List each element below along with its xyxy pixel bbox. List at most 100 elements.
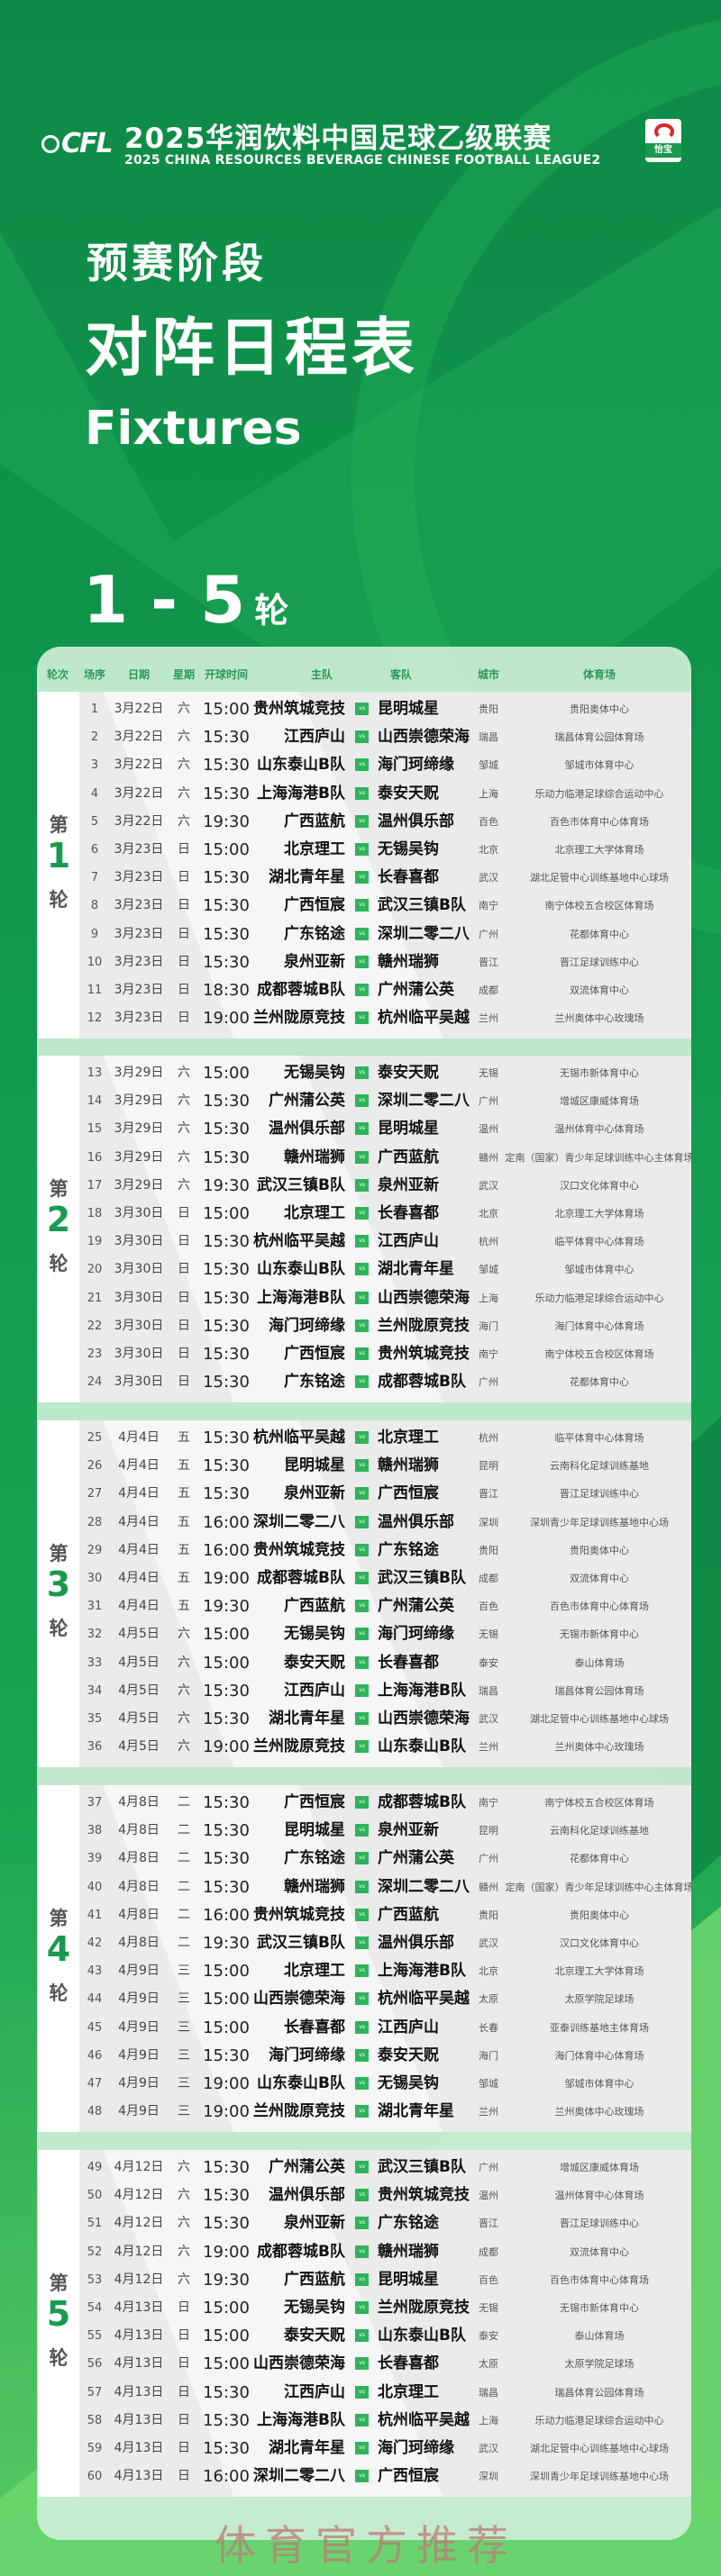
- home-team: 江西庐山: [284, 2382, 345, 2401]
- city: 成都: [479, 984, 498, 996]
- match-number: 19: [87, 1235, 103, 1249]
- home-team: 贵州筑城竞技: [253, 1540, 345, 1559]
- table-row: 2 3月22日六 15:30 江西庐山 vs 山西崇德荣海 瑞昌 瑞昌体育公园体育场: [38, 723, 691, 751]
- city: 邹城: [479, 2078, 498, 2090]
- round-label-prefix: 第: [49, 1178, 68, 1200]
- match-number: 26: [87, 1459, 103, 1474]
- venue: 乐动力临港足球综合运动中心: [534, 2414, 664, 2426]
- match-number: 51: [87, 2217, 103, 2231]
- match-weekday: 三: [178, 1964, 190, 1979]
- venue: 深圳青少年足球训练基地中心场: [530, 2471, 669, 2483]
- kickoff-time: 15:00: [203, 1990, 250, 2009]
- kickoff-time: 15:00: [203, 2299, 250, 2317]
- match-date: 4月4日: [118, 1542, 160, 1557]
- vs-icon: vs: [355, 1515, 369, 1528]
- match-weekday: 日: [178, 1347, 190, 1361]
- vs-icon: vs: [355, 1122, 369, 1136]
- match-weekday: 二: [178, 1795, 190, 1810]
- match-weekday: 六: [178, 2160, 190, 2174]
- home-team: 广西蓝航: [284, 1597, 345, 1616]
- venue: 兰州奥体中心玫瑰场: [554, 2106, 644, 2118]
- match-number: 2: [90, 730, 99, 745]
- venue: 北京理工大学体育场: [554, 844, 644, 856]
- match-number: 30: [87, 1572, 103, 1585]
- match-weekday: 三: [178, 2047, 190, 2063]
- away-team: 长春喜都: [378, 1204, 439, 1222]
- kickoff-time: 15:30: [203, 728, 250, 748]
- match-weekday: 六: [178, 1683, 190, 1698]
- home-team: 无锡吴钩: [284, 1625, 345, 1644]
- city: 武汉: [479, 1713, 498, 1725]
- venue: 海门体育中心体育场: [554, 1320, 644, 1332]
- match-date: 4月5日: [118, 1627, 160, 1642]
- table-row: 18 3月30日日 15:00 北京理工 vs 长春喜都 北京 北京理工大学体育场: [38, 1200, 691, 1228]
- match-number: 7: [90, 871, 99, 885]
- match-number: 3: [90, 758, 99, 773]
- away-team: 深圳二零二八: [378, 1092, 470, 1111]
- match-weekday: 六: [178, 702, 190, 716]
- match-weekday: 日: [178, 2356, 190, 2372]
- match-number: 50: [87, 2189, 103, 2203]
- league-header: CFL 2025华润饮料中国足球乙级联赛 2025 CHINA RESOURCE…: [0, 108, 721, 180]
- table-row: 31 4月4日 五 19:30 广西蓝航 vs 广州蒲公英 百色 百色市体育中心体育场: [38, 1592, 691, 1620]
- away-team: 泉州亚新: [378, 1821, 439, 1840]
- city: 太原: [479, 1993, 498, 2006]
- home-team: 温州俱乐部: [269, 1120, 345, 1138]
- table-row: 47 4月9日 三 19:00 山东泰山B队 vs 无锡吴钩 邹城 邹城市体育中心: [38, 2070, 691, 2098]
- vs-icon: vs: [355, 1459, 369, 1473]
- kickoff-time: 15:30: [203, 952, 250, 972]
- venue: 南宁体校五合校区体育场: [544, 1348, 654, 1360]
- round-label-suffix: 轮: [49, 1253, 68, 1274]
- away-team: 赣州瑞狮: [378, 1456, 439, 1475]
- match-weekday: 六: [178, 1739, 190, 1755]
- round-label-suffix: 轮: [49, 1618, 68, 1639]
- away-team: 武汉三镇B队: [378, 2158, 466, 2176]
- vs-icon: vs: [355, 2301, 369, 2314]
- vs-icon: vs: [355, 899, 369, 912]
- table-row: 28 4月4日 五 16:00 深圳二零二八 vs 温州俱乐部 深圳 深圳青少年足球训练基地中心…: [38, 1509, 691, 1537]
- watermark: 体育官方推荐: [214, 2521, 517, 2570]
- home-team: 泉州亚新: [284, 1484, 345, 1503]
- match-number: 24: [87, 1375, 103, 1390]
- city: 晋江: [479, 1488, 498, 1501]
- venue: 邹城市体育中心: [564, 2078, 634, 2090]
- table-row: 14 3月29日六 15:30 广州蒲公英 vs 深圳二零二八 广州 增城区康威体育场: [38, 1087, 691, 1115]
- table-row: 46 4月9日 三 15:30 海门珂缔缘 vs 泰安天贶 海门 海门体育中心体育场: [38, 2042, 691, 2070]
- away-team: 杭州临平吴越: [378, 1990, 470, 2009]
- city: 海门: [479, 1320, 498, 1332]
- city: 贵阳: [479, 1909, 498, 1921]
- column-header-city: 城市: [477, 668, 500, 681]
- round-block: 第 2 轮 13 3月29日六 15:00 无锡吴钩 vs 泰安天贶 无锡 无锡市新体育中心 14 3月…: [38, 1056, 691, 1402]
- match-weekday: 五: [178, 1571, 190, 1585]
- away-team: 海门珂缔缘: [378, 2439, 454, 2457]
- table-row: 16 3月29日六 15:30 赣州瑞狮 vs 广西蓝航 赣州 定南（国家）青少年足球训练中心…: [38, 1144, 691, 1172]
- city: 武汉: [479, 2443, 498, 2454]
- home-team: 山西崇德荣海: [253, 1990, 345, 2009]
- vs-icon: vs: [355, 1655, 369, 1669]
- match-weekday: 六: [178, 1121, 190, 1137]
- kickoff-time: 15:30: [203, 1484, 250, 1504]
- match-number: 41: [87, 1908, 103, 1922]
- kickoff-time: 15:30: [203, 2158, 250, 2177]
- table-row: 25 4月4日 五 15:30 杭州临平吴越 vs 北京理工 杭州 临平体育中心体育场: [38, 1424, 691, 1452]
- match-weekday: 日: [178, 1234, 190, 1249]
- venue: 南宁体校五合校区体育场: [544, 1797, 654, 1809]
- home-team: 兰州陇原竞技: [253, 2102, 345, 2121]
- vs-icon: vs: [355, 1431, 369, 1444]
- match-number: 53: [87, 2272, 103, 2287]
- match-number: 27: [87, 1487, 103, 1501]
- away-team: 长春喜都: [378, 2354, 439, 2373]
- home-team: 湖北青年星: [269, 1710, 345, 1728]
- table-row: 56 4月13日日 15:00 山西崇德荣海 vs 长春喜都 太原 太原学院足球场: [38, 2350, 691, 2378]
- city: 海门: [479, 2049, 498, 2062]
- vs-icon: vs: [355, 871, 369, 884]
- venue: 云南科化足球训练基地: [550, 1460, 649, 1473]
- table-row: 51 4月12日六 15:30 泉州亚新 vs 广东铭途 晋江 晋江足球训练中心: [38, 2209, 691, 2237]
- match-number: 16: [87, 1150, 103, 1165]
- match-number: 15: [87, 1122, 103, 1137]
- round-label-suffix: 轮: [49, 2347, 68, 2369]
- match-date: 3月29日: [114, 1149, 164, 1165]
- vs-icon: vs: [355, 730, 369, 744]
